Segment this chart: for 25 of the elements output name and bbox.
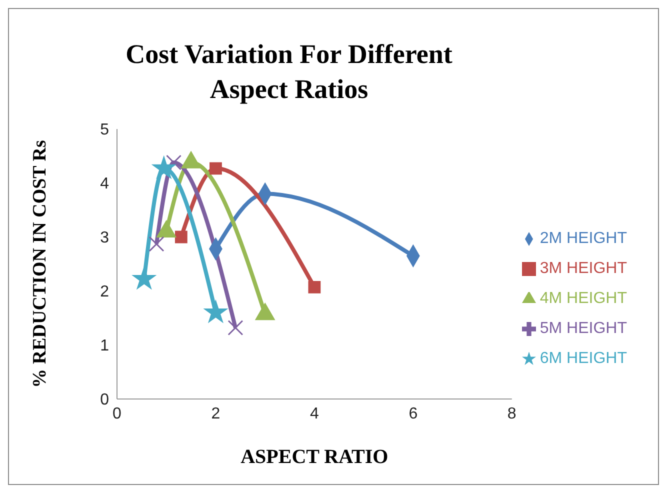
y-tick-label: 1	[100, 338, 110, 355]
legend-label: 4M HEIGHT	[540, 290, 627, 307]
x-tick-label: 2	[211, 405, 220, 422]
legend-label: 6M HEIGHT	[540, 350, 627, 367]
point	[174, 230, 188, 244]
point	[210, 162, 222, 175]
point	[308, 281, 321, 294]
y-tick-label: 0	[100, 392, 110, 409]
x-tick-label: 4	[310, 405, 319, 422]
chart-title: Cost Variation For Different Aspect Ratios	[124, 38, 454, 106]
y-tick-label: 2	[100, 284, 110, 301]
legend-label: 2M HEIGHT	[540, 230, 627, 247]
y-tick-label: 5	[100, 122, 110, 139]
point	[132, 267, 156, 289]
legend-label: 3M HEIGHT	[540, 260, 627, 277]
y-axis-title: % REDUCTION IN COST Rs	[30, 140, 51, 388]
x-tick-label: 0	[112, 405, 122, 422]
point	[152, 156, 176, 178]
legend-label: 5M HEIGHT	[540, 320, 627, 337]
y-tick-label: 3	[100, 230, 110, 247]
point	[204, 300, 228, 322]
x-tick-label: 8	[507, 405, 516, 422]
y-tick-label: 4	[100, 176, 110, 193]
x-tick-label: 6	[408, 405, 418, 422]
x-axis-title: ASPECT RATIO	[240, 446, 388, 468]
